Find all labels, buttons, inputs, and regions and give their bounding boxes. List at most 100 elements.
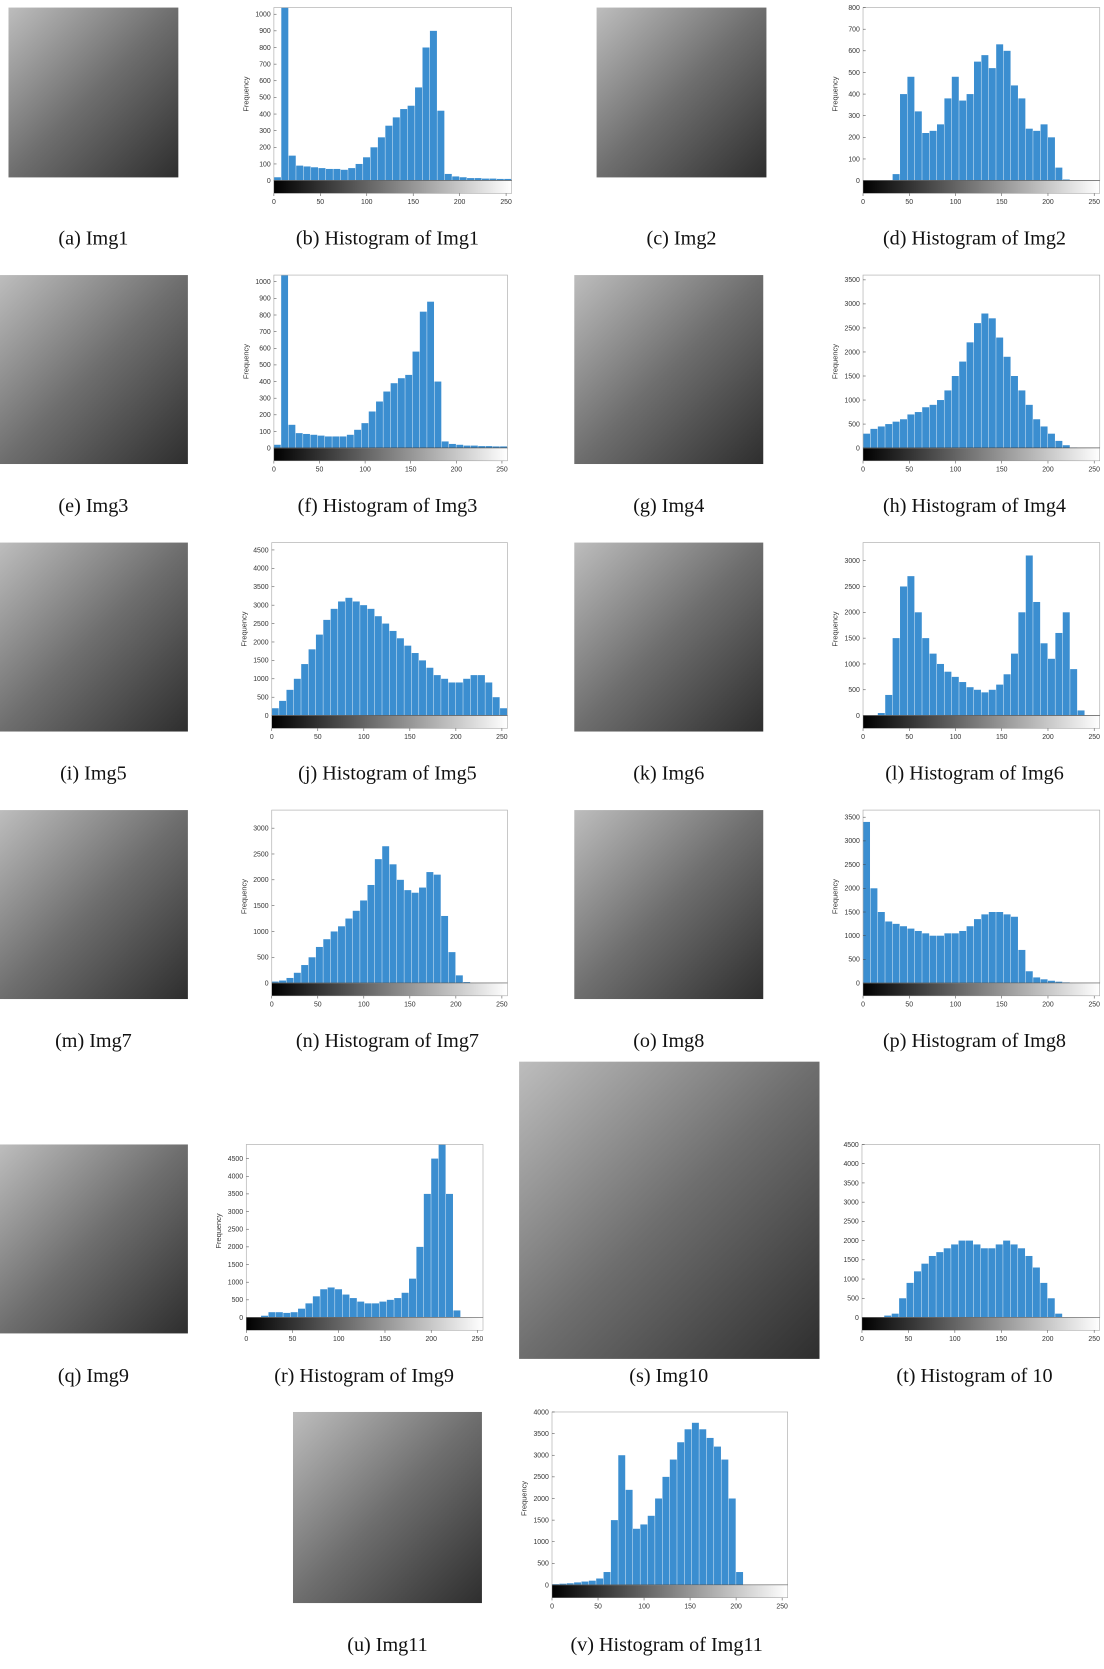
x-tick-label: 0 (861, 466, 865, 473)
bar (296, 433, 303, 448)
caption: (s) Img10 (629, 1365, 708, 1387)
bar (365, 1303, 372, 1317)
x-tick-label: 200 (450, 734, 462, 741)
y-tick-label: 100 (259, 429, 271, 436)
bar (988, 1248, 995, 1317)
colorbar (863, 716, 1100, 729)
bar (633, 1529, 640, 1585)
bar (350, 1298, 357, 1317)
y-tick-label: 1000 (845, 397, 860, 404)
y-tick-label: 700 (259, 61, 271, 68)
bar (1041, 643, 1048, 715)
bars (863, 314, 1077, 449)
y-tick-label: 400 (259, 379, 271, 386)
x-tick-label: 0 (272, 199, 276, 206)
bar (452, 176, 459, 180)
bar (332, 436, 339, 448)
bar (376, 402, 383, 449)
y-tick-label: 1000 (255, 279, 270, 286)
x-tick-label: 50 (905, 1336, 913, 1343)
y-tick-label: 2000 (228, 1244, 243, 1251)
y-tick-label: 3500 (253, 584, 268, 591)
bar (611, 1520, 618, 1585)
y-tick-label: 2000 (843, 1238, 858, 1245)
photo (574, 810, 763, 999)
y-tick-label: 400 (848, 91, 860, 98)
bar (419, 888, 426, 984)
colorbar (862, 1318, 1100, 1331)
bar (426, 668, 433, 716)
y-tick-label: 1500 (253, 658, 268, 665)
y-tick-label: 4500 (843, 1142, 858, 1149)
bar (424, 1194, 431, 1318)
x-tick-label: 0 (861, 1001, 865, 1008)
bar (863, 434, 870, 448)
bar (310, 435, 317, 448)
bar (915, 612, 922, 715)
y-tick-label: 500 (259, 362, 271, 369)
caption: (l) Histogram of Img6 (885, 762, 1064, 784)
bar (318, 436, 325, 448)
bar (1026, 971, 1033, 983)
bar (412, 653, 419, 716)
bar (1004, 674, 1011, 715)
bar (385, 126, 392, 181)
y-tick-label: 500 (848, 957, 860, 964)
y-tick-label: 3000 (228, 1209, 243, 1216)
y-tick-label: 900 (259, 28, 271, 35)
x-tick-label: 100 (358, 734, 370, 741)
bar (966, 1241, 973, 1318)
bar (320, 1289, 327, 1317)
y-tick-label: 3500 (228, 1191, 243, 1198)
photo (0, 543, 188, 732)
x-tick-label: 0 (550, 1603, 554, 1610)
bar (996, 1244, 1003, 1317)
bar (907, 77, 914, 181)
bar (944, 1248, 951, 1317)
bar (316, 635, 323, 716)
bar (1018, 390, 1025, 448)
caption: (j) Histogram of Img5 (298, 762, 477, 784)
bar (412, 893, 419, 983)
y-tick-label: 2500 (843, 1219, 858, 1226)
bar (870, 888, 877, 983)
bar (974, 919, 981, 983)
bar (281, 0, 288, 181)
y-tick-label: 0 (856, 980, 860, 987)
bar (967, 342, 974, 448)
bar (989, 912, 996, 983)
bar (404, 646, 411, 716)
bar (699, 1429, 706, 1585)
bar (944, 933, 951, 983)
x-tick-label: 100 (950, 199, 962, 206)
bar (604, 1572, 611, 1585)
bar (298, 1309, 305, 1318)
bar (936, 1252, 943, 1317)
bar (313, 1296, 320, 1317)
x-tick-label: 250 (776, 1603, 788, 1610)
caption: (d) Histogram of Img2 (883, 227, 1066, 249)
bar (294, 973, 301, 983)
bar (427, 302, 434, 448)
bar (878, 912, 885, 983)
x-tick-label: 200 (1042, 1336, 1054, 1343)
bar (1004, 914, 1011, 983)
bar (1011, 85, 1018, 180)
bar (316, 947, 323, 983)
y-axis-label: Frequency (831, 344, 840, 379)
bar (670, 1460, 677, 1585)
bar (1011, 376, 1018, 448)
bar (707, 1438, 714, 1585)
bar (441, 916, 448, 983)
y-tick-label: 2500 (845, 862, 860, 869)
y-tick-label: 2000 (533, 1496, 548, 1503)
bar (930, 405, 937, 448)
bar (301, 664, 308, 716)
bar (922, 133, 929, 181)
y-tick-label: 700 (848, 27, 860, 34)
caption: (c) Img2 (647, 227, 717, 249)
bar (952, 376, 959, 448)
bar (325, 436, 332, 448)
bar (893, 924, 900, 983)
y-tick-label: 0 (267, 445, 271, 452)
